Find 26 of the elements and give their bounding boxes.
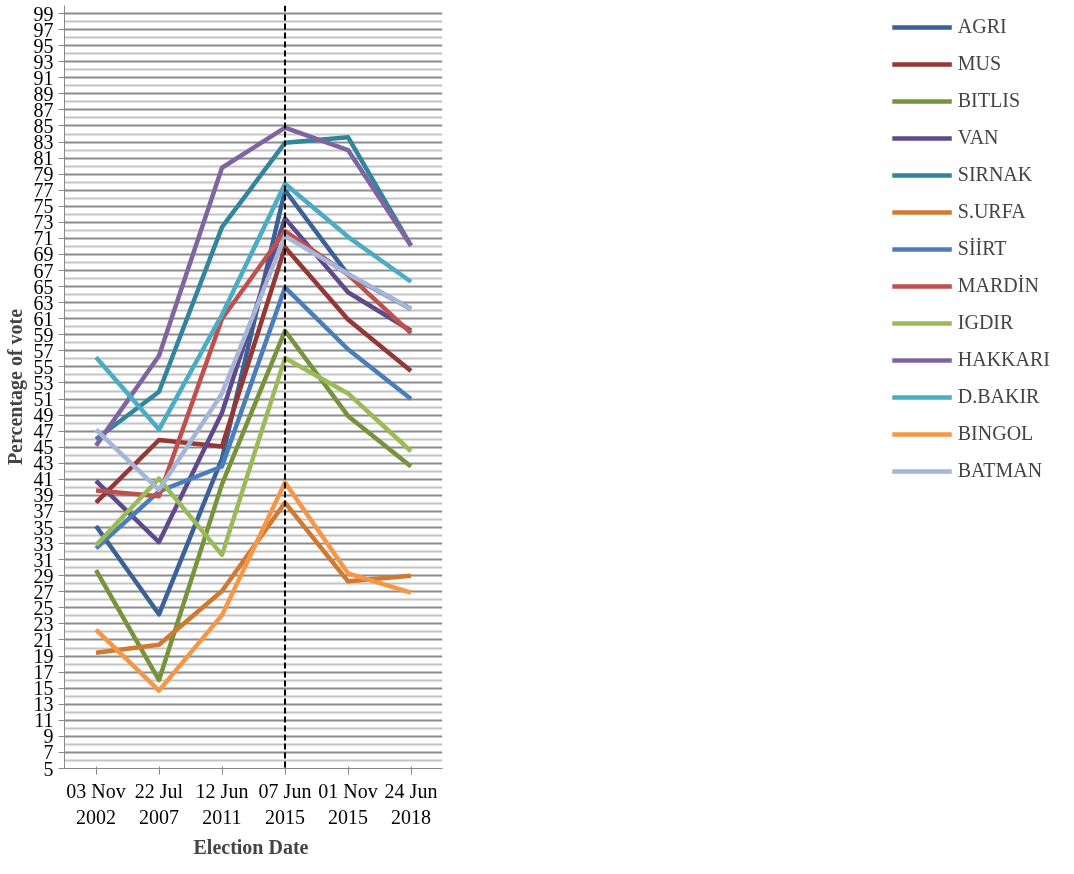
line-series: [93, 285, 414, 551]
legend-label: D.BAKIR: [957, 385, 1040, 408]
line-series: [93, 480, 414, 693]
legend-label: BATMAN: [957, 459, 1043, 482]
legend-label: BINGOL: [957, 422, 1034, 445]
legend-label: AGRI: [957, 15, 1007, 38]
legend-label: IGDIR: [957, 311, 1014, 334]
legend-label: MUS: [957, 52, 1002, 75]
x-tick-label: 01 Nov 2015: [318, 779, 378, 828]
line-series: [93, 328, 414, 683]
x-tick-label: 12 Jun 2011: [195, 779, 249, 828]
line-series: [93, 181, 414, 432]
line-series: [93, 355, 414, 558]
x-tick-label: 22 Jul 2007: [134, 779, 184, 828]
x-tick-label: 24 Jun 2018: [384, 779, 438, 828]
legend-label: MARDİN: [957, 274, 1039, 297]
legend-label: BITLIS: [957, 89, 1020, 112]
legend-label: VAN: [957, 126, 999, 149]
x-tick-label: 07 Jun 2015: [258, 779, 312, 828]
x-tick-label: 03 Nov 2002: [66, 779, 126, 828]
legend-label: SİİRT: [957, 237, 1007, 260]
x-axis-title: Election Date: [193, 835, 309, 858]
y-axis-title: Percentage of vote: [3, 308, 27, 466]
legend-label: S.URFA: [957, 200, 1026, 223]
legend-label: SIRNAK: [957, 163, 1033, 186]
legend-label: HAKKARI: [957, 348, 1050, 371]
